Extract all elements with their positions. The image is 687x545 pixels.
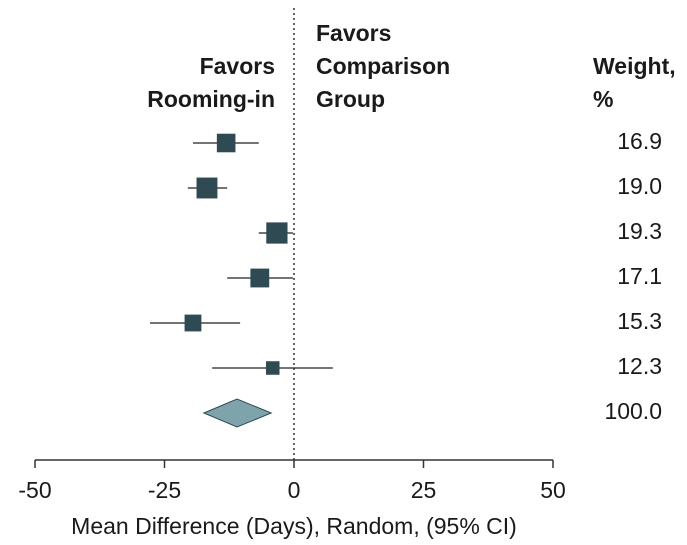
right-label: Favors (316, 20, 391, 46)
weight-label: 19.0 (617, 173, 662, 199)
weight-label: 19.3 (617, 218, 662, 244)
effect-square (250, 268, 270, 288)
weight-label: 12.3 (617, 353, 662, 379)
weight-label: 16.9 (617, 128, 662, 154)
effect-square (266, 222, 288, 244)
weight-header: Weight, (593, 53, 676, 79)
effect-square (196, 177, 218, 199)
x-tick-label: 50 (540, 477, 566, 503)
effect-square (216, 133, 236, 153)
x-tick-label: 0 (288, 477, 301, 503)
right-label: Group (316, 86, 385, 112)
weight-label: 17.1 (617, 263, 662, 289)
x-tick-label: -50 (18, 477, 51, 503)
weight-label: 15.3 (617, 308, 662, 334)
left-label: Rooming-in (147, 86, 275, 112)
right-label: Comparison (316, 53, 450, 79)
weight-header: % (593, 86, 613, 112)
x-axis-label: Mean Difference (Days), Random, (95% CI) (71, 513, 517, 539)
pooled-diamond (202, 398, 273, 428)
x-tick-label: 25 (411, 477, 437, 503)
weight-label: 100.0 (604, 398, 662, 424)
x-tick-label: -25 (148, 477, 181, 503)
effect-square (184, 314, 202, 332)
left-label: Favors (200, 53, 275, 79)
effect-square (265, 361, 280, 375)
